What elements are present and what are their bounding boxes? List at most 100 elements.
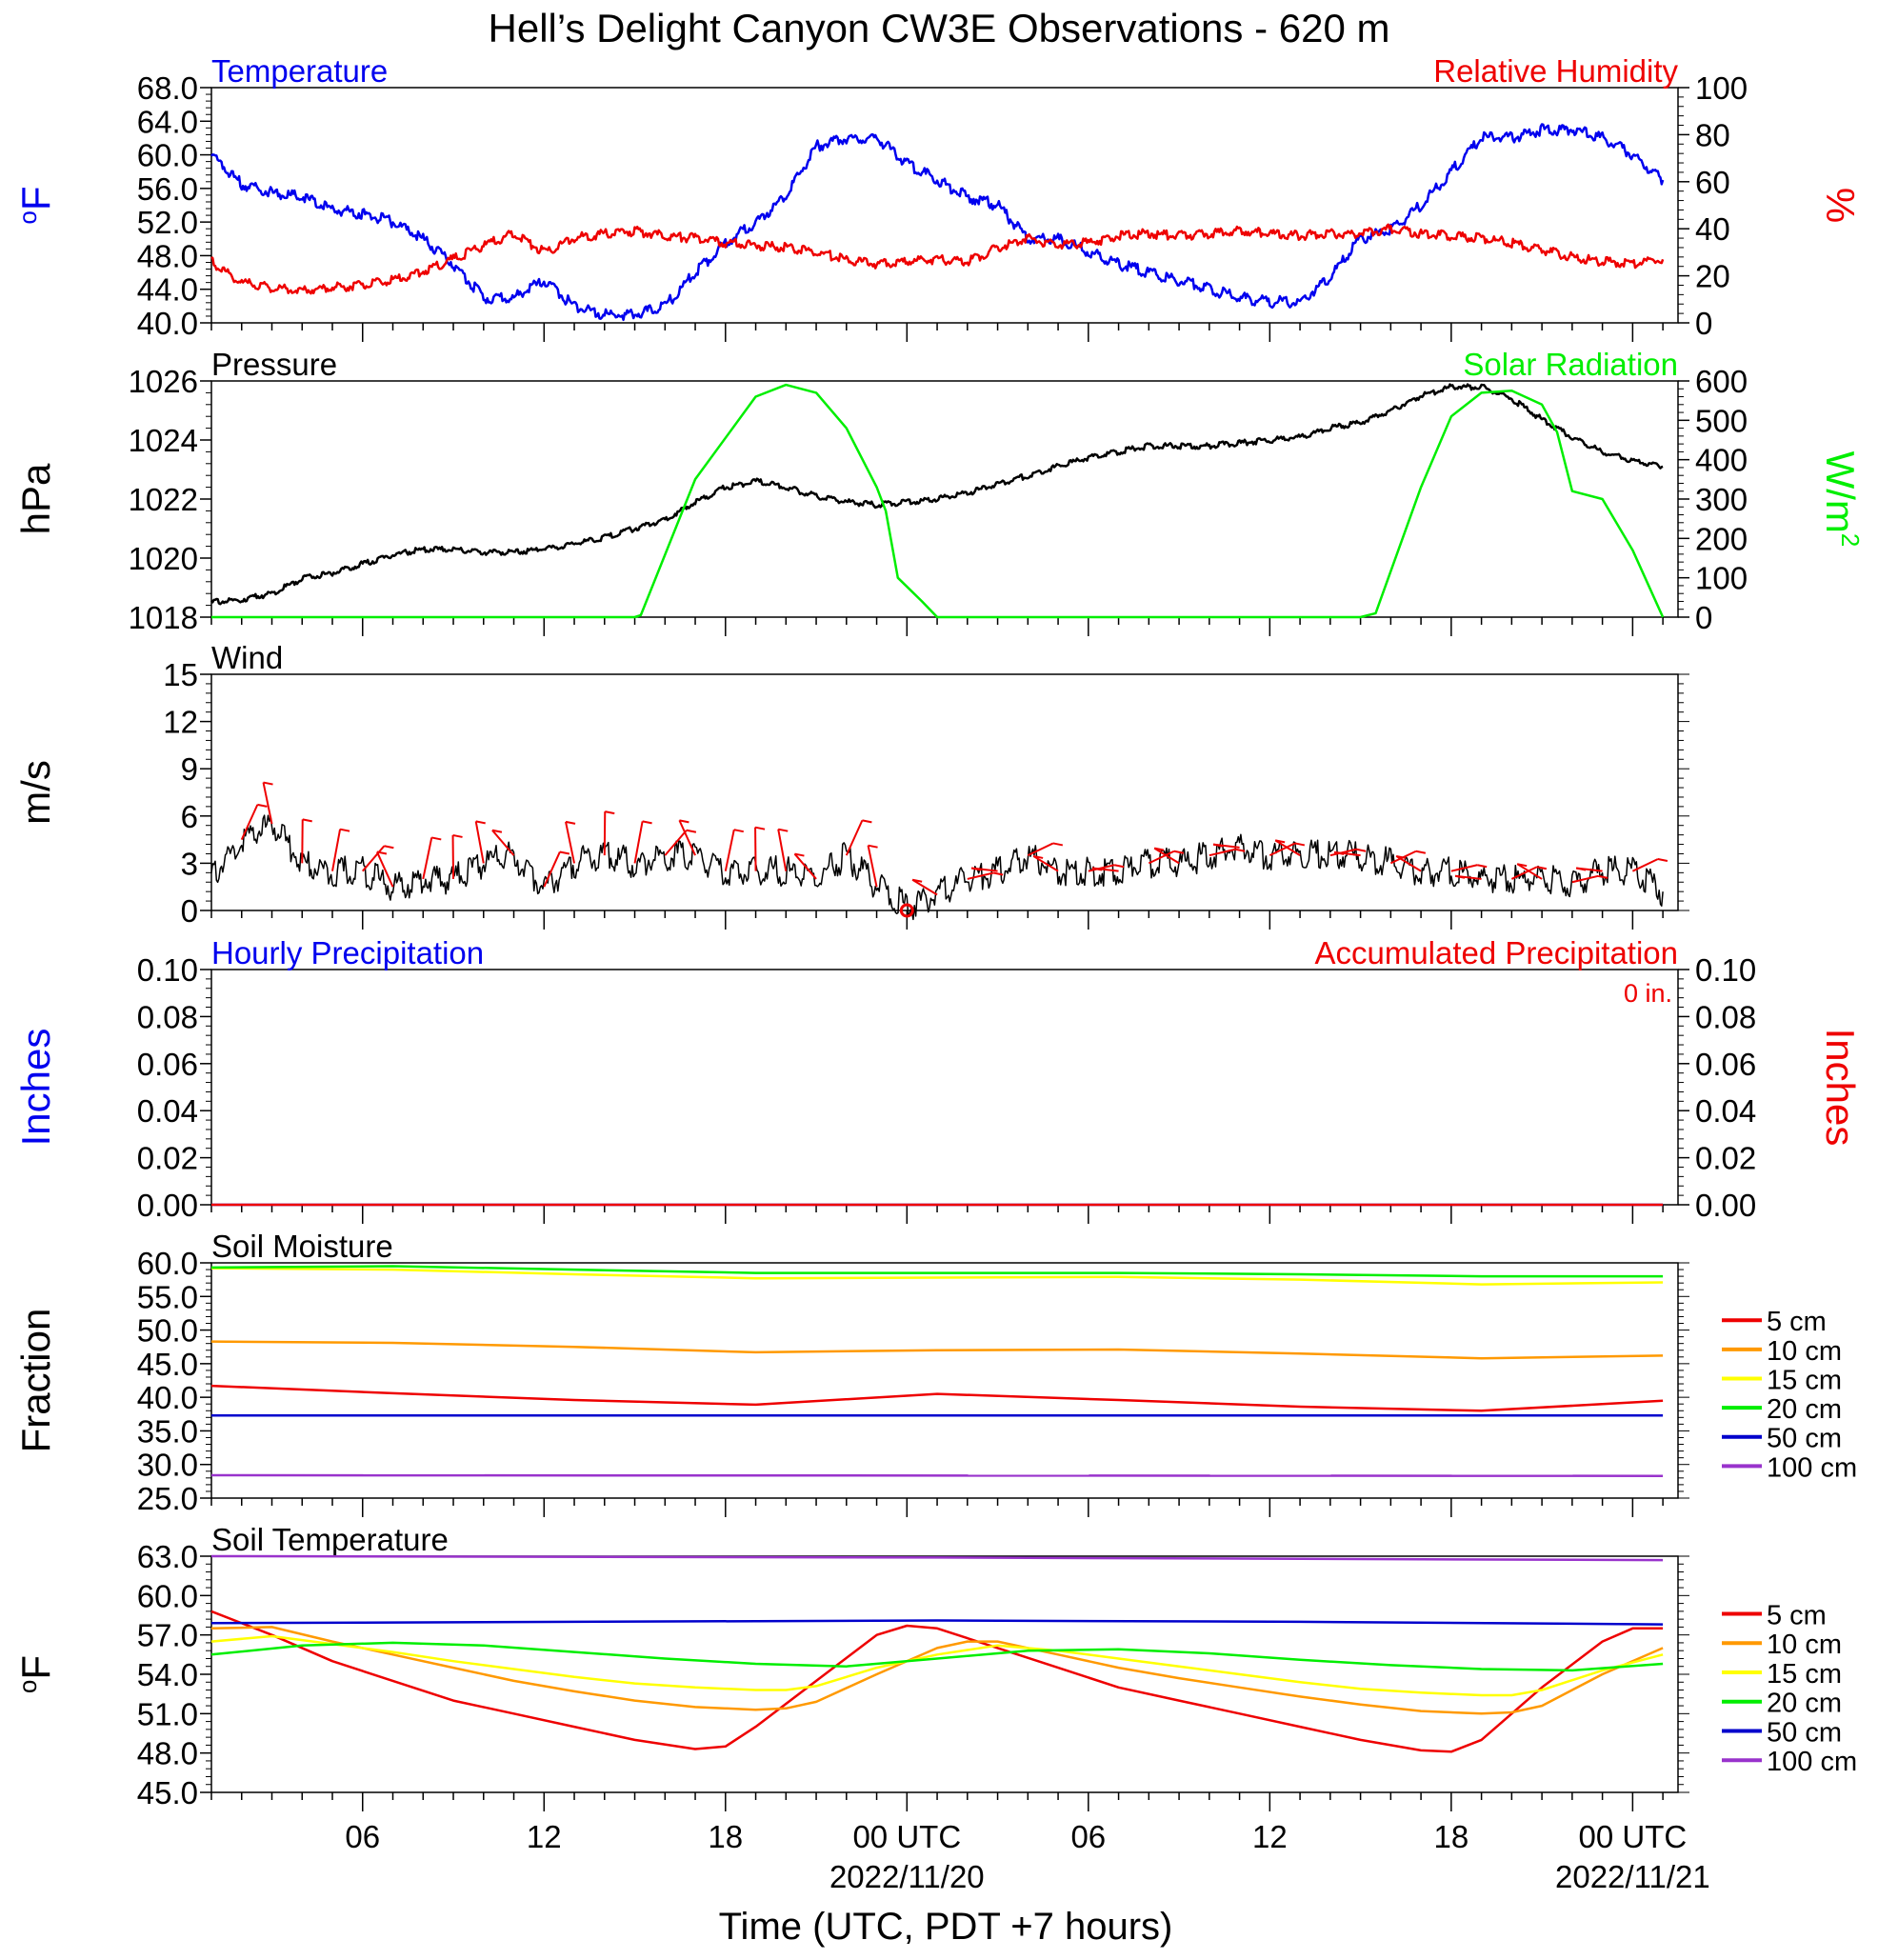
left-tick-label: 3: [181, 846, 198, 881]
wind-barb-flag: [1173, 850, 1185, 854]
wind-barb-flag: [1294, 842, 1306, 847]
wind-barb: [1269, 842, 1296, 857]
panel-title-left: Temperature: [211, 53, 388, 89]
left-tick-label: 1020: [129, 541, 198, 576]
series-line-10-cm: [210, 1626, 1664, 1715]
right-tick-label: 600: [1695, 364, 1748, 399]
left-tick-label: 64.0: [137, 104, 198, 139]
left-tick-label: 44.0: [137, 272, 198, 308]
degree-symbol: o: [13, 1680, 42, 1693]
x-tick-label: 06: [1070, 1819, 1106, 1854]
left-tick-label: 6: [181, 799, 198, 834]
wind-barb-flag: [642, 820, 652, 825]
wind-barb: [262, 782, 273, 825]
wind-barb: [793, 852, 817, 880]
left-tick-label: 1024: [129, 423, 198, 458]
x-tick-date: 2022/11/20: [829, 1859, 985, 1894]
left-tick-label: 56.0: [137, 171, 198, 207]
left-tick-label: 9: [181, 751, 198, 787]
right-tick-label: 300: [1695, 482, 1748, 517]
wind-barb: [1516, 863, 1543, 880]
legend-label: 100 cm: [1767, 1747, 1857, 1777]
wind-barb: [845, 819, 864, 856]
right-tick-label: 0: [1695, 600, 1712, 635]
right-tick-label: 60: [1695, 165, 1730, 200]
wind-barb: [967, 871, 994, 880]
wind-barb: [1571, 874, 1599, 884]
wind-barb-flag: [1032, 854, 1044, 859]
unit-f: F: [13, 1655, 58, 1680]
left-axis-label: Inches: [13, 1029, 58, 1147]
wind-barb-flag: [686, 829, 697, 833]
wind-barb: [867, 845, 878, 888]
right-tick-label: 100: [1695, 70, 1748, 106]
panel-title-left: Soil Temperature: [211, 1522, 449, 1557]
left-axis-label: Fraction: [13, 1309, 58, 1453]
wind-barb-flag: [1355, 848, 1367, 852]
wind-barb-flag: [862, 819, 872, 824]
right-axis-label-text: W/m: [1818, 451, 1863, 533]
left-tick-label: 25.0: [137, 1481, 198, 1516]
panel-title-left: Soil Moisture: [211, 1229, 393, 1264]
panel-title-left: Pressure: [211, 347, 337, 382]
wind-barb-flag: [339, 828, 350, 832]
legend-label: 20 cm: [1767, 1394, 1842, 1425]
wind-barb-flag: [911, 878, 923, 883]
wind-barb: [422, 837, 433, 880]
wind-barb-flag: [970, 867, 982, 871]
left-tick-label: 40.0: [137, 306, 198, 341]
left-tick-label: 0.06: [137, 1047, 198, 1082]
wind-barb: [633, 821, 644, 864]
right-axis-label-text: %: [1818, 188, 1863, 223]
left-tick-label: 0.00: [137, 1188, 198, 1223]
legend-label: 5 cm: [1767, 1307, 1827, 1337]
wind-barb-flag: [376, 850, 388, 855]
panel-title-left: Hourly Precipitation: [211, 935, 484, 970]
series-line-20-cm: [210, 1641, 1664, 1672]
panel-title-right: Accumulated Precipitation: [1314, 935, 1678, 970]
wind-barb: [1148, 850, 1175, 865]
left-tick-label: 1026: [129, 364, 198, 399]
wind-barb: [362, 845, 386, 872]
wind-barb-flag: [1091, 867, 1103, 871]
series-line-temperature: [210, 123, 1665, 322]
left-tick-label: 55.0: [137, 1279, 198, 1314]
left-tick-label: 35.0: [137, 1413, 198, 1449]
left-tick-label: 57.0: [137, 1618, 198, 1653]
plot-frame: [210, 673, 1679, 911]
wind-barb: [1450, 864, 1478, 872]
left-axis-label: oF: [13, 1655, 58, 1693]
legend-label: 100 cm: [1767, 1452, 1857, 1483]
wind-barb-flag: [733, 829, 744, 833]
wind-barb: [491, 830, 515, 856]
wind-barb-flag: [431, 836, 442, 841]
wind-barb: [1032, 855, 1059, 872]
left-tick-label: 12: [163, 705, 198, 740]
degree-symbol: o: [13, 210, 42, 224]
series-line-20-cm: [210, 1265, 1664, 1278]
left-tick-label: 0.04: [137, 1093, 198, 1129]
right-axis-label-text: Inches: [1818, 1029, 1863, 1147]
wind-barb-flag: [1575, 867, 1587, 871]
right-tick-label: 0.06: [1695, 1047, 1756, 1082]
panel-title-right: Solar Radiation: [1463, 347, 1678, 382]
wind-barb-flag: [257, 803, 268, 808]
wind-barb-flag: [1113, 864, 1125, 869]
wind-barb-flag: [1395, 854, 1407, 859]
legend-label: 10 cm: [1767, 1630, 1842, 1660]
left-axis-label: m/s: [13, 760, 58, 825]
series-line-5-cm: [210, 1610, 1664, 1753]
right-tick-label: 20: [1695, 259, 1730, 294]
panel-title-right: Relative Humidity: [1433, 53, 1678, 89]
left-tick-label: 52.0: [137, 205, 198, 240]
right-tick-label: 0: [1695, 306, 1712, 341]
wind-barb-flag: [475, 820, 486, 825]
left-tick-label: 50.0: [137, 1313, 198, 1349]
calm-wind-marker: [899, 903, 914, 918]
wind-barb-flag: [868, 844, 878, 849]
wind-barb: [1631, 858, 1659, 872]
series-line-15-cm: [210, 1634, 1664, 1697]
legend-label: 10 cm: [1767, 1336, 1842, 1367]
right-tick-label: 0.02: [1695, 1141, 1756, 1176]
